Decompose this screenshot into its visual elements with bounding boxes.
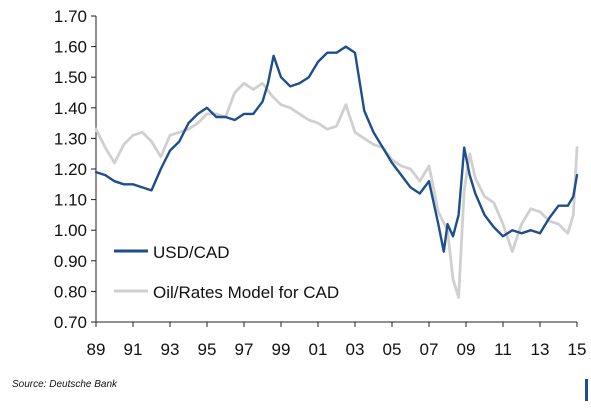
source-note: Source: Deutsche Bank	[12, 379, 118, 390]
x-tick-label: 91	[124, 340, 143, 359]
series-lines	[94, 45, 579, 299]
y-tick-label: 1.10	[54, 191, 87, 210]
x-tick-label: 89	[87, 340, 106, 359]
x-tick-label: 09	[457, 340, 476, 359]
y-tick-label: 1.20	[54, 160, 87, 179]
x-tick-label: 03	[346, 340, 365, 359]
legend-label-oil-rates-model: Oil/Rates Model for CAD	[153, 283, 339, 302]
x-tick-label: 07	[420, 340, 439, 359]
x-tick-label: 01	[309, 340, 328, 359]
y-tick-label: 0.70	[54, 313, 87, 332]
x-tick-label: 93	[161, 340, 180, 359]
series-line-usd-cad	[94, 45, 579, 253]
x-tick-label: 11	[494, 340, 512, 359]
corner-accent-mark	[585, 379, 588, 401]
y-tick-label: 1.40	[54, 99, 87, 118]
series-line-oil-rates-model	[94, 81, 579, 299]
legend-label-usd-cad: USD/CAD	[153, 243, 230, 262]
y-tick-label: 1.50	[54, 68, 87, 87]
x-tick-label: 13	[531, 340, 550, 359]
y-tick-label: 1.70	[54, 7, 87, 26]
legend: USD/CAD Oil/Rates Model for CAD	[114, 243, 339, 302]
x-tick-label: 95	[198, 340, 217, 359]
y-tick-label: 0.90	[54, 252, 87, 271]
x-tick-label: 15	[568, 340, 587, 359]
y-tick-label: 0.80	[54, 282, 87, 301]
y-tick-label: 1.60	[54, 38, 87, 57]
x-tick-label: 05	[383, 340, 402, 359]
axes: 0.70 0.80 0.90 1.00 1.10 1.20 1.30 1.40 1.50 1.60…	[54, 7, 587, 359]
y-tick-label: 1.00	[54, 221, 87, 240]
y-tick-label: 1.30	[54, 129, 87, 148]
x-tick-label: 97	[235, 340, 254, 359]
x-tick-label: 99	[272, 340, 291, 359]
